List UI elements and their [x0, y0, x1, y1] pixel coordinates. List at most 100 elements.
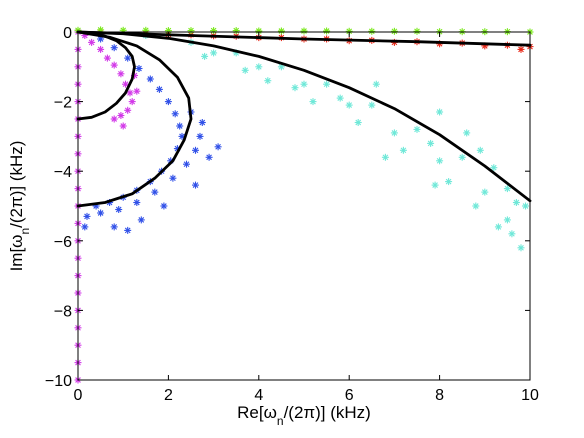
curve-line — [76, 30, 193, 208]
data-point — [133, 199, 141, 206]
x-tick-label: 0 — [74, 387, 83, 404]
data-point — [508, 230, 516, 238]
data-point — [183, 160, 190, 168]
x-tick-label: 2 — [164, 387, 173, 404]
data-point — [354, 119, 362, 126]
data-point — [210, 49, 218, 57]
points-layer — [74, 26, 534, 384]
plot-area — [78, 32, 530, 380]
data-point — [192, 181, 199, 189]
data-point — [126, 89, 134, 97]
curve-line — [76, 30, 532, 47]
data-point — [472, 202, 480, 210]
data-point — [124, 106, 132, 114]
data-point — [117, 112, 125, 119]
data-point — [494, 223, 502, 231]
y-axis-label-main: Im[ω — [7, 235, 26, 272]
data-point — [155, 85, 163, 93]
data-point — [124, 226, 132, 234]
x-tick-label: 4 — [254, 387, 263, 404]
data-point — [198, 119, 206, 126]
data-point — [214, 143, 222, 151]
data-point — [151, 188, 159, 196]
data-point — [83, 212, 91, 220]
data-point — [176, 122, 184, 130]
data-point — [117, 70, 125, 78]
data-point — [413, 125, 421, 133]
data-point — [97, 45, 105, 53]
data-point — [135, 65, 143, 72]
data-point — [503, 185, 511, 193]
y-tick-label: −6 — [54, 234, 72, 251]
data-point — [192, 146, 199, 154]
data-point — [390, 129, 398, 137]
data-point — [146, 75, 154, 83]
data-point — [427, 139, 435, 147]
data-point — [255, 63, 263, 71]
y-tick-label: −4 — [54, 164, 72, 181]
data-point — [381, 153, 389, 161]
data-point — [88, 38, 96, 46]
data-point — [368, 101, 376, 109]
data-point — [300, 27, 308, 35]
data-point — [122, 80, 129, 88]
y-tick-label: −2 — [54, 95, 72, 112]
data-point — [336, 94, 344, 102]
data-point — [171, 110, 179, 118]
data-point — [372, 80, 380, 88]
data-point — [210, 27, 218, 35]
data-point — [345, 101, 353, 109]
y-axis-label: Im[ωn/(2π)] (kHz) — [7, 141, 32, 272]
data-point — [133, 87, 141, 95]
data-point — [205, 153, 213, 161]
data-point — [124, 54, 132, 62]
data-point — [277, 27, 285, 35]
data-point — [503, 216, 511, 224]
data-point — [512, 199, 520, 206]
data-point — [115, 206, 123, 213]
y-tick-label: −10 — [45, 373, 72, 390]
ticks-layer: 0 2 4 6 8 10 0 −2 −4 −6 −8 −10 — [45, 25, 539, 404]
data-point — [368, 27, 376, 35]
curves-layer — [76, 30, 532, 208]
y-axis-label-rest: /(2π)] (kHz) — [7, 141, 26, 228]
data-point — [323, 27, 331, 35]
data-point — [97, 209, 105, 217]
data-point — [323, 80, 331, 88]
data-point — [300, 80, 308, 88]
data-point — [476, 146, 484, 154]
data-point — [201, 52, 209, 60]
data-point — [291, 84, 299, 92]
x-tick-label: 8 — [435, 387, 444, 404]
y-tick-label: −8 — [54, 303, 72, 320]
data-point — [399, 146, 407, 154]
data-point — [103, 54, 111, 62]
data-point — [431, 181, 439, 189]
data-point — [458, 153, 466, 161]
data-point — [264, 77, 272, 85]
data-point — [463, 129, 471, 137]
data-point — [187, 27, 195, 35]
data-point — [436, 157, 444, 165]
data-point — [196, 132, 204, 140]
data-point — [241, 66, 249, 74]
x-tick-label: 6 — [345, 387, 354, 404]
data-point — [436, 108, 444, 116]
data-point — [413, 27, 421, 35]
data-point — [445, 178, 453, 186]
data-point — [128, 98, 136, 106]
data-point — [232, 27, 240, 35]
data-point — [490, 164, 498, 172]
x-axis-label-main: Re[ω — [237, 403, 277, 422]
data-point — [517, 45, 525, 53]
plot-frame — [77, 31, 531, 381]
data-point — [119, 122, 127, 130]
data-point — [110, 61, 118, 69]
data-point — [110, 115, 118, 123]
data-point — [481, 188, 489, 196]
data-point — [110, 44, 118, 52]
x-axis-label-rest: /(2π)] (kHz) — [284, 403, 371, 422]
y-axis-label-subscript: n — [18, 228, 32, 235]
data-point — [169, 174, 177, 182]
